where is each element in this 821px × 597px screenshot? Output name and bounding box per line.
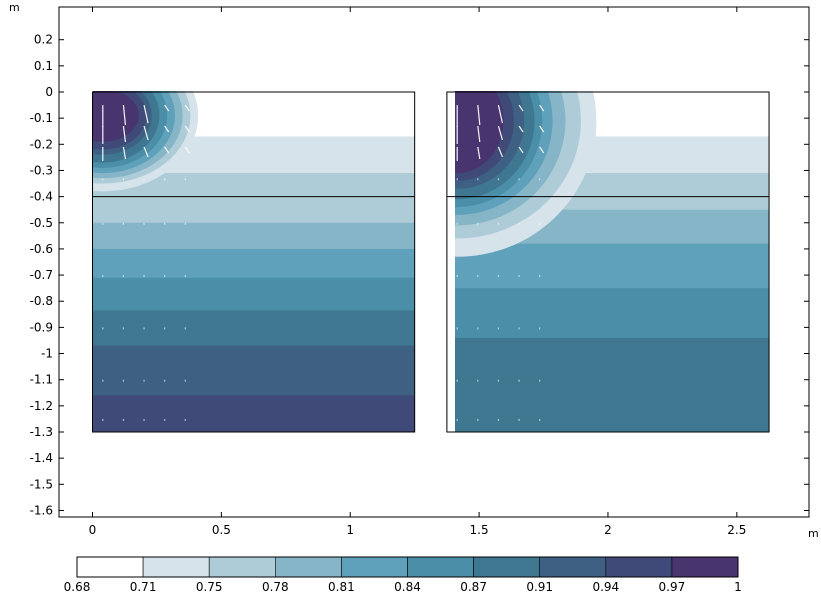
colorbar-label: 0.84 [394,580,421,594]
colorbar-swatch [605,556,673,578]
contour-band-right-5 [455,288,770,339]
velocity-arrow [539,125,545,133]
y-tick-label: -1.5 [30,477,53,491]
colorbar-swatch [341,556,408,578]
y-tick-label: -0.4 [30,190,53,204]
velocity-arrow [518,146,524,154]
colorbar-label: 1 [734,580,742,594]
y-tick-label: -0.5 [30,216,53,230]
colorbar-label: 0.91 [526,580,553,594]
velocity-arrow [477,125,481,143]
contour-band-left-4 [93,222,415,250]
x-tick-label: 0.5 [212,523,231,537]
colorbar-frame [76,556,739,578]
contour-band-right-6 [455,337,770,432]
contour-band-left-8 [93,345,415,396]
velocity-arrow [184,125,190,133]
colorbar-swatch [407,556,474,578]
velocity-arrow [477,146,481,160]
velocity-arrow [143,104,149,124]
x-tick-label: 2.5 [727,523,746,537]
velocity-arrow [477,105,481,126]
contour-level-left-8 [93,91,139,142]
domain-right [455,91,770,432]
colorbar-swatch [671,556,739,578]
velocity-arrows-left [102,104,190,421]
y-axis-unit: m [9,1,20,14]
colorbar-label: 0.78 [262,580,289,594]
contour-band-right-4 [455,243,770,289]
colorbar-label: 0.94 [592,580,619,594]
domain-frame-left [92,91,416,433]
contour-level-right-8 [455,91,504,174]
y-tick-label: 0.1 [34,59,53,73]
velocity-arrow [122,105,127,126]
y-tick-label: -0.1 [30,111,53,125]
velocity-arrow [518,125,524,133]
velocity-arrow [539,146,545,154]
colorbar-label: 0.71 [130,580,157,594]
domain-frame-right [446,91,770,433]
y-tick-label: -1.1 [30,373,53,387]
contour-band-left-7 [93,310,415,347]
y-tick-label: -1.4 [30,451,53,465]
colorbar-label: 0.97 [659,580,686,594]
velocity-arrow [143,146,149,158]
y-tick-label: 0.2 [34,33,53,47]
velocity-arrow [184,104,190,112]
y-tick-label: -1 [41,347,53,361]
velocity-arrow [184,146,190,154]
y-tick-label: -0.9 [30,320,53,334]
y-tick-label: -0.8 [30,294,53,308]
y-tick-label: -1.3 [30,425,53,439]
y-tick-label: -0.2 [30,137,53,151]
contour-band-left-5 [93,248,415,279]
y-tick-label: -0.6 [30,242,53,256]
colorbar-swatch [539,556,607,578]
x-tick-label: 1.5 [470,523,489,537]
colorbar-label: 0.81 [328,580,355,594]
colorbar: 0.68 0.71 0.75 0.78 0.81 0.84 0.87 0.91 0.94 0.97… [64,556,742,594]
y-tick-label: -0.7 [30,268,53,282]
colorbar-swatch [473,556,541,578]
contour-band-left-9 [93,395,415,432]
x-axis-unit: m [808,527,819,540]
colorbar-label: 0.87 [460,580,487,594]
velocity-arrow [497,125,504,141]
domain-left [93,91,415,432]
y-tick-label: -0.3 [30,163,53,177]
velocity-arrow [122,146,127,160]
velocity-arrow [518,104,524,112]
velocity-arrow [497,104,504,124]
velocity-arrow [164,146,170,154]
axes-layer: 0.2 0.1 0 -0.1 -0.2 -0.3 -0.4 -0.5 -0.6 -0.7 -0.8 -… [30,7,809,537]
colorbar-swatch [274,556,342,578]
contour-band-left-6 [93,277,415,311]
velocity-arrows-right [456,104,545,421]
velocity-arrow [164,104,170,112]
x-tick-label: 0 [89,523,97,537]
domains-layer [92,91,770,433]
velocity-arrow [143,125,149,141]
y-tick-label: -1.6 [30,503,53,517]
colorbar-swatch [76,556,144,578]
colorbar-label: 0.75 [196,580,223,594]
colorbar-label: 0.68 [64,580,91,594]
colorbar-swatch [208,556,276,578]
velocity-arrow [497,146,503,158]
y-tick-label: -1.2 [30,399,53,413]
y-tick-label: 0 [45,85,53,99]
velocity-arrow [539,104,545,112]
colorbar-swatch [142,556,210,578]
contour-band-left-3 [93,196,415,224]
x-tick-label: 1 [346,523,354,537]
velocity-arrow [122,125,127,143]
velocity-arrow [164,125,170,133]
x-tick-label: 2 [604,523,612,537]
